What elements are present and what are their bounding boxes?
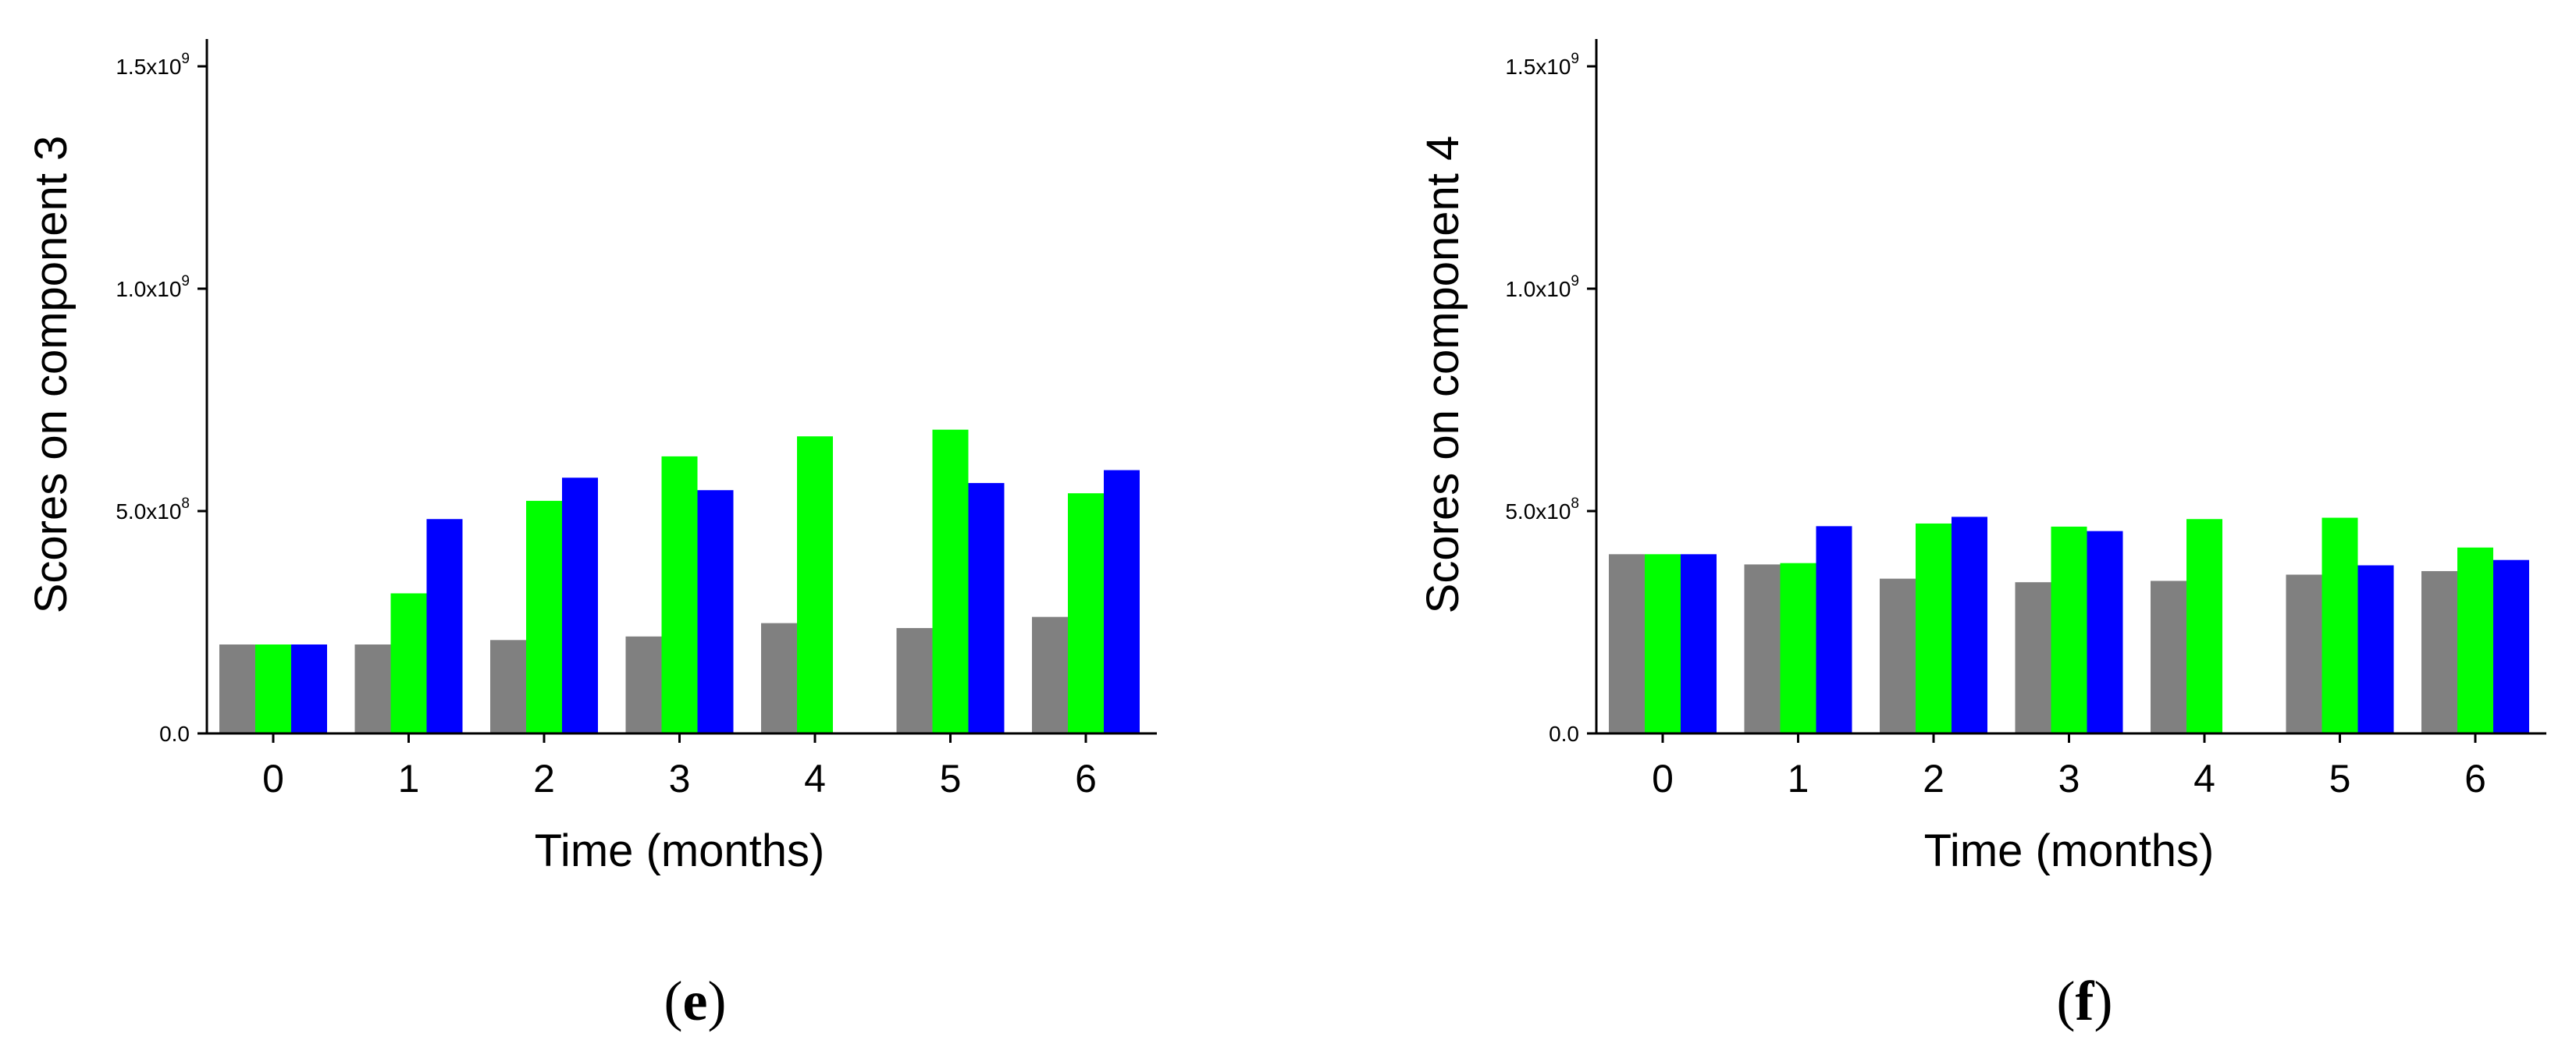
x-tick-label-1: 1 xyxy=(1788,757,1809,801)
y-axis-title: Scores on component 3 xyxy=(26,136,76,614)
bar-green-month-0 xyxy=(1645,554,1681,733)
bar-gray-month-3 xyxy=(625,636,662,733)
bar-blue-month-2 xyxy=(1952,517,1987,733)
bar-blue-month-5 xyxy=(2357,565,2394,733)
bar-gray-month-5 xyxy=(2286,574,2322,733)
bar-gray-month-4 xyxy=(2151,581,2186,733)
x-tick-label-5: 5 xyxy=(940,757,962,801)
y-tick-label: 1.5x109 xyxy=(1505,51,1579,79)
x-axis-title: Time (months) xyxy=(1924,826,2215,876)
bar-green-month-3 xyxy=(2051,526,2087,733)
bar-blue-month-3 xyxy=(697,490,734,733)
chart-panel-f: 0.0 5.0x108 1.0x109 1.5x109 0 1 2 3 4 5 6 Time (mon… xyxy=(1418,39,2546,1032)
y-tick-label: 5.0x108 xyxy=(116,495,190,524)
bar-green-month-4 xyxy=(797,436,833,733)
x-axis-title: Time (months) xyxy=(535,826,825,876)
y-tick-label: 1.0x109 xyxy=(1505,273,1579,301)
y-axis-title: Scores on component 4 xyxy=(1418,136,1468,614)
bar-gray-month-6 xyxy=(2421,570,2457,733)
bar-blue-month-3 xyxy=(2087,531,2123,733)
bar-green-month-6 xyxy=(1068,493,1104,733)
bar-blue-month-0 xyxy=(1681,554,1717,733)
x-tick-label-2: 2 xyxy=(1923,757,1944,801)
bar-green-month-0 xyxy=(255,644,291,733)
x-tick-label-3: 3 xyxy=(669,757,691,801)
bar-gray-month-6 xyxy=(1032,616,1068,733)
bar-blue-month-2 xyxy=(562,478,598,733)
bar-gray-month-2 xyxy=(490,640,526,733)
panel-label: (e) xyxy=(664,970,727,1032)
bar-gray-month-2 xyxy=(1880,578,1916,733)
bar-gray-month-1 xyxy=(354,644,391,733)
bar-blue-month-6 xyxy=(1104,470,1140,733)
x-tick-label-4: 4 xyxy=(804,757,826,801)
bar-green-month-3 xyxy=(661,456,698,733)
bar-green-month-2 xyxy=(526,500,562,733)
bar-gray-month-5 xyxy=(896,627,933,733)
bar-gray-month-0 xyxy=(1609,554,1645,733)
bar-gray-month-1 xyxy=(1744,564,1781,733)
x-tick-label-6: 6 xyxy=(2464,757,2486,801)
x-tick-label-0: 0 xyxy=(262,757,284,801)
x-tick-label-6: 6 xyxy=(1075,757,1097,801)
bar-green-month-5 xyxy=(2322,517,2358,733)
bar-green-month-5 xyxy=(932,429,969,733)
x-tick-label-4: 4 xyxy=(2194,757,2215,801)
y-tick-label: 0.0 xyxy=(1549,722,1579,746)
bar-green-month-2 xyxy=(1916,523,1952,733)
bar-gray-month-0 xyxy=(219,644,255,733)
bar-blue-month-6 xyxy=(2493,559,2529,733)
bar-green-month-4 xyxy=(2186,519,2222,733)
x-tick-label-3: 3 xyxy=(2058,757,2080,801)
y-tick-label: 5.0x108 xyxy=(1505,495,1579,524)
bar-blue-month-1 xyxy=(1816,526,1852,733)
x-tick-label-5: 5 xyxy=(2329,757,2351,801)
x-tick-label-1: 1 xyxy=(398,757,420,801)
bar-green-month-6 xyxy=(2457,547,2493,733)
chart-panel-e: 0.0 5.0x108 1.0x109 1.5x109 0 1 2 3 4 5 6 Time (mon… xyxy=(26,39,1157,1032)
y-tick-label: 1.0x109 xyxy=(116,273,190,301)
bar-blue-month-1 xyxy=(426,519,463,733)
bar-gray-month-3 xyxy=(2015,582,2051,733)
y-tick-label: 0.0 xyxy=(159,722,190,746)
y-tick-label: 1.5x109 xyxy=(116,51,190,79)
bar-blue-month-5 xyxy=(968,483,1005,733)
bar-green-month-1 xyxy=(1780,563,1816,733)
x-tick-label-2: 2 xyxy=(533,757,555,801)
bar-blue-month-0 xyxy=(291,644,327,733)
bar-green-month-1 xyxy=(390,593,427,733)
panel-label: (f) xyxy=(2057,970,2113,1032)
bar-gray-month-4 xyxy=(761,623,797,733)
x-tick-label-0: 0 xyxy=(1652,757,1674,801)
